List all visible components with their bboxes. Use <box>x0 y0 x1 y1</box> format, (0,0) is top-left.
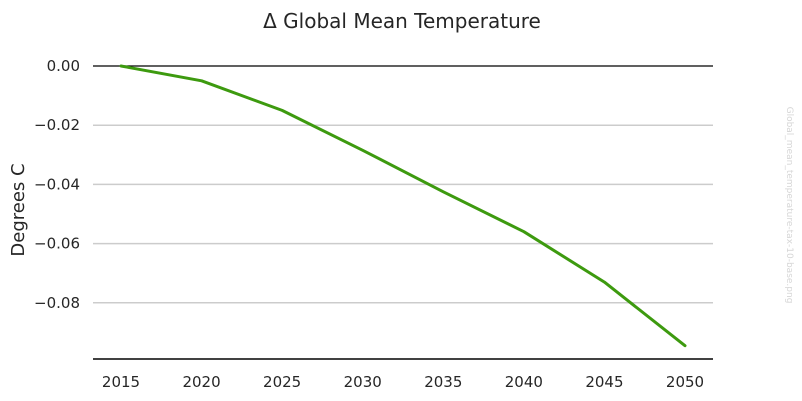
x-tick-label: 2030 <box>344 373 382 391</box>
series-layer <box>119 64 687 348</box>
gridlines <box>93 65 713 304</box>
x-tick-labels: 2015 2020 2025 2030 2035 2040 2045 2050 <box>102 373 704 391</box>
y-tick-label: −0.04 <box>34 175 80 193</box>
y-tick-label: −0.06 <box>34 235 80 253</box>
y-tick-label: −0.02 <box>34 116 80 134</box>
y-tick-label: −0.08 <box>34 294 80 312</box>
x-tick-label: 2050 <box>666 373 704 391</box>
y-tick-labels: 0.00 −0.02 −0.04 −0.06 −0.08 <box>34 57 80 312</box>
watermark-text: Global_mean_temperature-tax-10-base.png <box>784 107 794 304</box>
x-tick-label: 2025 <box>263 373 301 391</box>
x-tick-label: 2045 <box>585 373 623 391</box>
x-tick-label: 2015 <box>102 373 140 391</box>
y-tick-label: 0.00 <box>47 57 80 75</box>
chart-title: Δ Global Mean Temperature <box>263 9 541 33</box>
y-axis-label: Degrees C <box>8 163 29 256</box>
x-tick-label: 2020 <box>182 373 220 391</box>
x-tick-label: 2035 <box>424 373 462 391</box>
series-line-0 <box>119 64 687 348</box>
x-tick-label: 2040 <box>505 373 543 391</box>
